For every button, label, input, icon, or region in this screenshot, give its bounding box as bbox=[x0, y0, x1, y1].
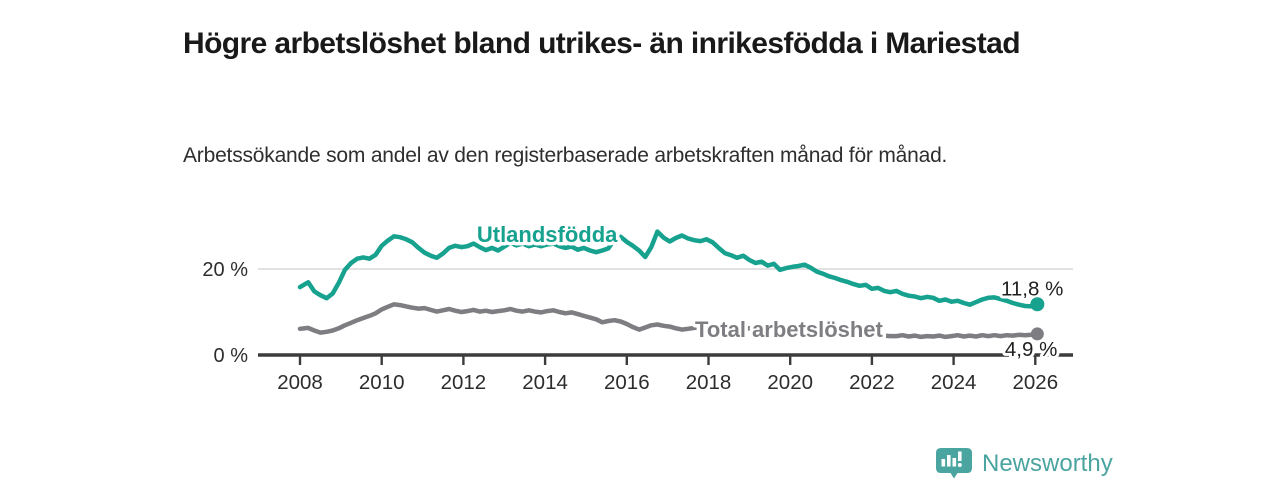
series-end-dot-utlandsf-dda bbox=[1030, 297, 1045, 312]
x-tick-label-2016: 2016 bbox=[604, 371, 650, 394]
x-tick-label-2024: 2024 bbox=[931, 371, 977, 394]
series-label-utlandsf-dda: Utlandsfödda bbox=[477, 222, 618, 247]
series-end-dot-total-arbetsl-shet bbox=[1030, 327, 1044, 341]
x-tick-label-2026: 2026 bbox=[1012, 371, 1058, 394]
y-tick-label-0: 0 % bbox=[214, 345, 249, 367]
x-tick-label-2012: 2012 bbox=[441, 371, 487, 394]
series-label-total-arbetsl-shet: Total arbetslöshet bbox=[695, 317, 884, 342]
newsworthy-logo-text: Newsworthy bbox=[982, 450, 1113, 477]
series-labels: Utlandsfödda Total arbetslöshet bbox=[473, 218, 887, 345]
x-tick-label-2010: 2010 bbox=[359, 371, 405, 394]
x-axis: 2008 2010 2012 2014 2016 2018 2020 2022 2024 2026 bbox=[258, 353, 1073, 394]
page-title: Högre arbetslöshet bland utrikes- än inr… bbox=[183, 27, 1021, 61]
y-axis-labels: 20 % 0 % bbox=[202, 259, 248, 367]
newsworthy-logo[interactable]: Newsworthy bbox=[936, 448, 1113, 479]
series-line-total-arbetsl-shet bbox=[297, 302, 1040, 340]
end-value-label-utlandsf-dda: 11,8 % bbox=[1001, 277, 1063, 300]
end-annotations: 11,8 % 4,9 % bbox=[998, 274, 1066, 364]
x-tick-label-2020: 2020 bbox=[767, 371, 813, 394]
chart-subtitle: Arbetssökande som andel av den registerb… bbox=[183, 144, 948, 167]
x-tick-label-2008: 2008 bbox=[277, 371, 323, 394]
series-line-utlandsf-dda bbox=[297, 229, 1040, 309]
x-tick-label-2022: 2022 bbox=[849, 371, 895, 394]
series-lines bbox=[297, 229, 1040, 340]
bar-chart-speech-bubble-icon bbox=[936, 448, 972, 479]
x-tick-label-2018: 2018 bbox=[686, 371, 732, 394]
y-tick-label-20: 20 % bbox=[202, 259, 248, 281]
end-value-label-total-arbetsl-shet: 4,9 % bbox=[1005, 338, 1057, 361]
x-tick-label-2014: 2014 bbox=[522, 371, 568, 394]
